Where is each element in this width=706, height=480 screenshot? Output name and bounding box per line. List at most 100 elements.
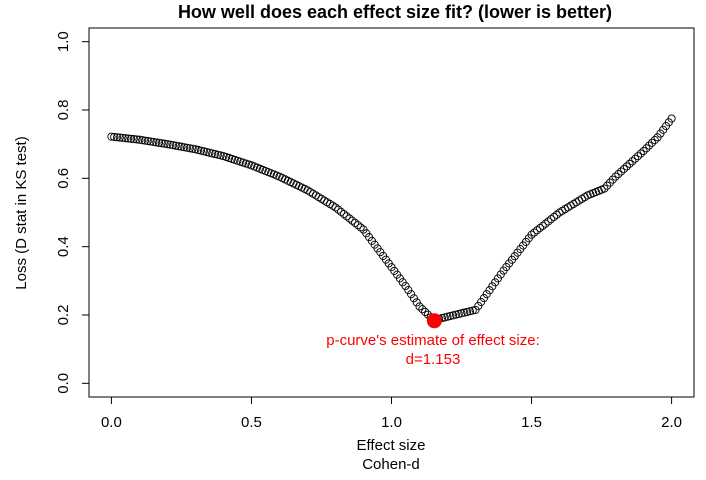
data-point (163, 140, 172, 149)
data-point (530, 228, 539, 237)
data-point (412, 298, 421, 307)
data-point (401, 281, 410, 291)
data-point (544, 217, 553, 226)
data-point (642, 144, 651, 153)
data-point (547, 215, 556, 224)
data-point (121, 134, 130, 143)
y-tick-label: 1.0 (55, 31, 72, 52)
data-point (611, 172, 620, 181)
data-point (177, 142, 186, 151)
y-tick-label: 0.2 (55, 305, 72, 326)
data-point (647, 138, 657, 147)
y-tick-label: 0.4 (55, 236, 72, 257)
x-axis-sublabel: Cohen-d (362, 456, 420, 473)
x-tick-label: 0.0 (101, 414, 122, 431)
data-point (404, 286, 413, 295)
data-point (633, 152, 643, 161)
data-point (138, 136, 147, 145)
data-point (160, 139, 169, 148)
data-point (129, 135, 138, 144)
y-tick-label: 0.8 (55, 100, 72, 121)
data-point (407, 290, 416, 299)
estimate-annotation-line1: p-curve's estimate of effect size: (326, 332, 540, 349)
data-point (356, 223, 365, 232)
data-point (552, 210, 561, 219)
data-points (107, 114, 676, 325)
data-point (527, 230, 536, 239)
data-point (154, 138, 164, 147)
data-point (188, 144, 197, 153)
data-point (631, 154, 640, 163)
data-point (143, 137, 152, 146)
x-axis-label: Effect size (357, 437, 426, 454)
data-point (421, 307, 430, 316)
data-point (418, 305, 427, 314)
data-point (140, 136, 150, 145)
data-point (614, 170, 623, 179)
data-point (112, 133, 122, 142)
data-point (645, 141, 654, 150)
data-point (157, 139, 166, 148)
data-point (152, 138, 161, 147)
x-tick-label: 1.0 (381, 414, 402, 431)
y-axis-label: Loss (D stat in KS test) (13, 136, 30, 289)
data-point (639, 146, 648, 156)
estimate-highlight (426, 313, 442, 329)
data-point (132, 135, 141, 144)
data-point (166, 140, 175, 149)
data-point (118, 133, 127, 142)
data-point (605, 178, 615, 187)
data-point (135, 135, 144, 144)
data-point (126, 134, 136, 143)
data-point (342, 212, 351, 221)
estimate-point (426, 313, 442, 329)
y-axis: 0.0 0.2 0.4 0.6 0.8 1.0 (55, 31, 89, 394)
data-point (182, 143, 192, 152)
data-point (168, 141, 178, 150)
data-point (339, 209, 348, 219)
data-point (608, 175, 617, 184)
data-point (600, 184, 609, 193)
data-point (345, 214, 354, 223)
data-point (171, 141, 180, 150)
data-point (409, 294, 418, 303)
data-point (174, 142, 183, 151)
data-point (636, 149, 645, 158)
data-point (334, 205, 343, 214)
data-point (331, 203, 340, 212)
data-point (180, 143, 189, 152)
data-point (650, 136, 659, 145)
estimate-annotation-line2: d=1.153 (406, 351, 461, 368)
data-point (351, 218, 360, 227)
data-point (622, 162, 631, 171)
x-axis: 0.0 0.5 1.0 1.5 2.0 (101, 397, 682, 431)
data-point (538, 221, 547, 230)
data-point (549, 212, 559, 221)
x-tick-label: 0.5 (241, 414, 262, 431)
y-tick-label: 0.0 (55, 373, 72, 394)
data-point (110, 132, 119, 142)
data-point (617, 167, 626, 176)
x-tick-label: 1.5 (521, 414, 542, 431)
data-point (107, 132, 116, 141)
data-point (337, 207, 346, 216)
chart-title: How well does each effect size fit? (low… (178, 2, 612, 22)
data-point (115, 133, 124, 142)
data-point (149, 137, 158, 146)
data-point (415, 302, 424, 311)
data-point (146, 137, 155, 146)
data-point (541, 219, 550, 228)
data-point (353, 221, 362, 230)
data-point (619, 164, 629, 173)
data-point (628, 157, 637, 166)
x-tick-label: 2.0 (661, 414, 682, 431)
data-point (603, 181, 612, 190)
data-point (124, 134, 133, 143)
data-point (533, 226, 542, 235)
y-tick-label: 0.6 (55, 168, 72, 189)
data-point (348, 216, 357, 225)
data-point (535, 223, 544, 233)
data-point (667, 114, 676, 123)
data-point (185, 144, 194, 153)
